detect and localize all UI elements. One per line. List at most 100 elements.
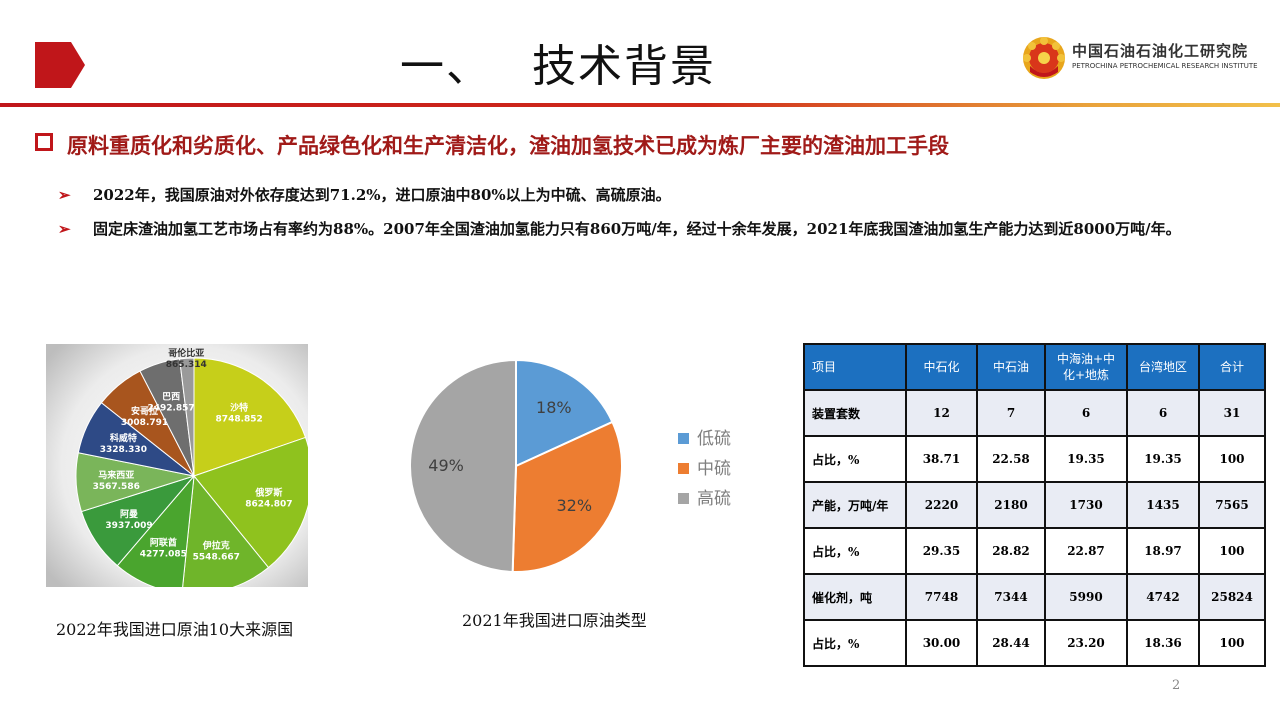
- table-cell: 4742: [1126, 573, 1200, 621]
- pie-slice-label: 俄罗斯: [254, 486, 282, 498]
- pie-slice-label: 科威特: [110, 432, 137, 444]
- pie-slice-value: 8624.807: [245, 499, 292, 509]
- section-number: 一、: [400, 41, 492, 92]
- table-cell: 7748: [905, 573, 978, 621]
- table-cell: 1435: [1126, 481, 1200, 529]
- pie-slice-label: 巴西: [162, 392, 180, 403]
- table-cell: 30.00: [905, 619, 978, 667]
- pie-slice-value: 3328.330: [100, 445, 147, 455]
- pie-slice-value: 3008.791: [121, 418, 168, 428]
- table-row: 占比，% 38.71 22.58 19.35 19.35 100: [803, 435, 1266, 483]
- pie-slice-value: 3937.009: [105, 521, 152, 531]
- table-cell: 产能，万吨/年: [803, 481, 907, 529]
- bullet-item: ➢ 2022年，我国原油对外依存度达到71.2%，进口原油中80%以上为中硫、高…: [58, 178, 1228, 212]
- section-arrow-icon: [35, 42, 85, 88]
- table-cell: 19.35: [1126, 435, 1200, 483]
- pie-slice-label: 阿联酋: [150, 537, 177, 549]
- pie-slice: [193, 436, 308, 569]
- table-header-cell: 项目: [803, 343, 907, 391]
- pie-slice-value: 2492.857: [147, 404, 194, 414]
- table-cell: 6: [1126, 389, 1200, 437]
- table-row: 占比，% 29.35 28.82 22.87 18.97 100: [803, 527, 1266, 575]
- table-cell: 6: [1044, 389, 1128, 437]
- table-cell: 28.44: [976, 619, 1046, 667]
- table-cell: 2180: [976, 481, 1046, 529]
- pie-slice: [193, 357, 307, 477]
- table-cell: 装置套数: [803, 389, 907, 437]
- main-heading: 原料重质化和劣质化、产品绿色化和生产清洁化，渣油加氢技术已成为炼厂主要的渣油加工…: [35, 130, 949, 160]
- table-cell: 38.71: [905, 435, 978, 483]
- pie-slice: [182, 474, 270, 587]
- table-cell: 占比，%: [803, 435, 907, 483]
- table-cell: 28.82: [976, 527, 1046, 575]
- pie-slice-label: 伊拉克: [202, 540, 230, 552]
- pie-slice-label: 哥伦比亚: [168, 347, 204, 359]
- table-cell: 29.35: [905, 527, 978, 575]
- legend-label: 中硫: [697, 459, 731, 479]
- pie-slice-label: 沙特: [230, 402, 248, 414]
- table-cell: 7: [976, 389, 1046, 437]
- legend-label: 高硫: [697, 489, 731, 509]
- header-divider: [0, 103, 1280, 107]
- table-cell: 19.35: [1044, 435, 1128, 483]
- pie-slice-value: 865.314: [166, 360, 207, 370]
- table-row: 占比，% 30.00 28.44 23.20 18.36 100: [803, 619, 1266, 667]
- arrow-bullet-icon: ➢: [58, 186, 71, 204]
- petrochina-logo-icon: [1023, 37, 1065, 79]
- bullet-item: ➢ 固定床渣油加氢工艺市场占有率约为88%。2007年全国渣油加氢能力只有860…: [58, 212, 1228, 246]
- table-header-cell: 合计: [1198, 343, 1266, 391]
- table-header-cell-text: 中海油+中化+地炼: [1056, 352, 1116, 382]
- table-cell: 25824: [1198, 573, 1266, 621]
- table-cell: 22.58: [976, 435, 1046, 483]
- pie-slice: [409, 358, 517, 573]
- bullet-text: 2022年，我国原油对外依存度达到71.2%，进口原油中80%以上为中硫、高硫原…: [93, 186, 671, 204]
- table-cell: 12: [905, 389, 978, 437]
- left-chart-caption: 2022年我国进口原油10大来源国: [56, 620, 294, 639]
- pie-slice-value: 8748.852: [216, 415, 263, 425]
- pie-slice-label: 32%: [556, 496, 592, 515]
- table-cell: 7565: [1198, 481, 1266, 529]
- table-cell: 1730: [1044, 481, 1128, 529]
- table-cell: 5990: [1044, 573, 1128, 621]
- legend-swatch: [678, 493, 689, 504]
- table-cell: 31: [1198, 389, 1266, 437]
- legend-label: 低硫: [697, 429, 731, 449]
- pie-slice-value: 3567.586: [93, 482, 140, 492]
- bullet-text: 固定床渣油加氢工艺市场占有率约为88%。2007年全国渣油加氢能力只有860万吨…: [93, 220, 1181, 238]
- arrow-bullet-icon: ➢: [58, 220, 71, 238]
- table-cell: 7344: [976, 573, 1046, 621]
- main-heading-text: 原料重质化和劣质化、产品绿色化和生产清洁化，渣油加氢技术已成为炼厂主要的渣油加工…: [67, 134, 949, 158]
- pie-slice: [179, 357, 195, 477]
- table-cell: 100: [1198, 527, 1266, 575]
- logo-cn-text: 中国石油石油化工研究院: [1072, 42, 1249, 60]
- pie-slice-value: 4277.085: [140, 550, 187, 560]
- table-header-cell: 台湾地区: [1126, 343, 1200, 391]
- page-number: 2: [1172, 678, 1181, 693]
- square-bullet-icon: [35, 133, 53, 151]
- pie-slice-label: 马来西亚: [98, 469, 134, 481]
- table-header-cell: 中石化: [905, 343, 978, 391]
- pie-slice-value: 5548.667: [193, 553, 240, 563]
- table-cell: 22.87: [1044, 527, 1128, 575]
- middle-chart-caption: 2021年我国进口原油类型: [462, 611, 647, 630]
- table-header-row: 项目 中石化 中石油 中海油+中化+地炼 台湾地区 合计: [803, 343, 1266, 391]
- section-title: 技术背景: [532, 41, 716, 92]
- table-cell: 占比，%: [803, 619, 907, 667]
- table-cell: 18.36: [1126, 619, 1200, 667]
- table-cell: 占比，%: [803, 527, 907, 575]
- pie-slice-label: 阿曼: [120, 509, 138, 520]
- table-cell: 100: [1198, 435, 1266, 483]
- pie-slice-label: 安哥拉: [131, 405, 158, 417]
- pie-slice: [515, 358, 614, 468]
- table-row: 装置套数 12 7 6 6 31: [803, 389, 1266, 437]
- legend-swatch: [678, 463, 689, 474]
- table-header-cell: 中海油+中化+地炼: [1044, 343, 1128, 391]
- hydrotreating-capacity-table: 项目 中石化 中石油 中海油+中化+地炼 台湾地区 合计 装置套数 12 7 6…: [803, 343, 1266, 667]
- pie-slice: [511, 420, 623, 573]
- legend-swatch: [678, 433, 689, 444]
- table-cell: 催化剂，吨: [803, 573, 907, 621]
- table-cell: 100: [1198, 619, 1266, 667]
- table-header-cell: 中石油: [976, 343, 1046, 391]
